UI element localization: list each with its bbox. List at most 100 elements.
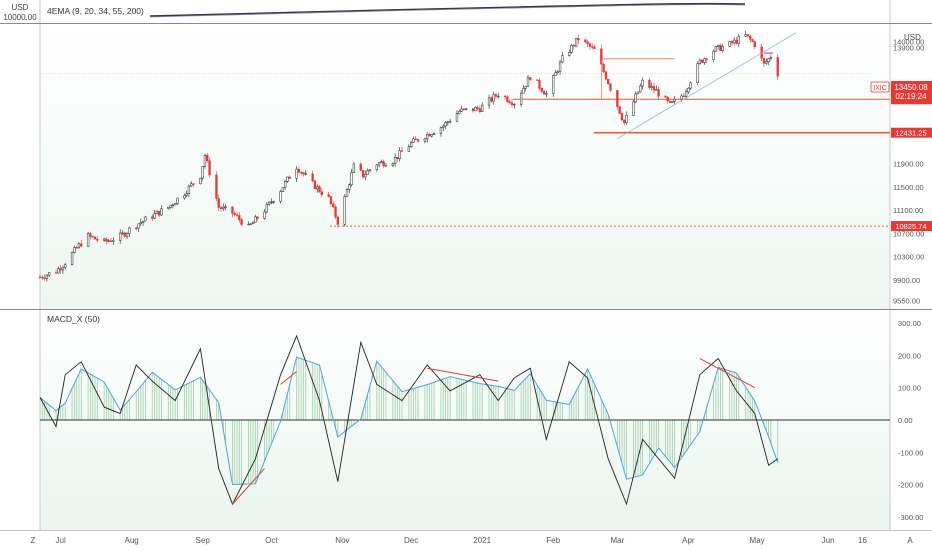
- candle-body: [698, 59, 701, 64]
- candle-body: [652, 85, 656, 91]
- support-trendline: [617, 32, 797, 139]
- macd-tick-4: -100.00: [898, 448, 923, 457]
- macd-line: [39, 334, 778, 506]
- candle-body: [657, 89, 660, 97]
- candle-body: [38, 276, 42, 279]
- candle-body: [487, 97, 491, 106]
- candle-body: [219, 207, 223, 210]
- macd-tick-2: 100.00: [898, 384, 921, 393]
- candle-body: [352, 163, 356, 173]
- candle-body: [439, 127, 443, 134]
- candle-body: [336, 216, 339, 225]
- candle-body: [238, 215, 241, 220]
- time-label-5: Dec: [404, 536, 418, 545]
- price-tick-7: 9900.00: [893, 276, 920, 285]
- candle-body: [625, 115, 628, 124]
- candle-body: [135, 227, 138, 230]
- time-label-3: Oct: [265, 536, 278, 545]
- candle-body: [345, 189, 349, 197]
- candle-body: [64, 264, 67, 268]
- candle-body: [183, 195, 186, 199]
- candle-body: [593, 46, 596, 50]
- candle-body: [717, 44, 720, 47]
- candle-body: [375, 164, 378, 170]
- candle-body: [350, 172, 353, 186]
- candle-body: [492, 94, 495, 102]
- candle-body: [524, 86, 527, 89]
- candle-body: [348, 184, 351, 190]
- time-label-8: Mar: [610, 536, 624, 545]
- candle-body: [206, 155, 209, 162]
- candle-body: [54, 272, 58, 274]
- candle-body: [426, 134, 429, 140]
- candle-body: [86, 233, 90, 247]
- candle-body: [144, 216, 147, 222]
- candle-body: [137, 223, 140, 229]
- candle-body: [263, 211, 266, 219]
- candle-body: [696, 63, 699, 83]
- candle-body: [153, 213, 156, 219]
- level-label-2: 10825.74: [895, 222, 926, 231]
- candle-body: [586, 41, 589, 45]
- candle-body: [123, 232, 126, 237]
- candle-body: [103, 238, 106, 241]
- candle-body: [728, 41, 731, 47]
- candle-body: [297, 168, 301, 173]
- candle-body: [254, 216, 257, 223]
- macd-tick-3: 0.00: [898, 416, 913, 425]
- candle-body: [247, 223, 250, 226]
- candle-body: [719, 44, 722, 51]
- candle-body: [572, 44, 575, 47]
- macd-tick-6: -300.00: [898, 513, 923, 522]
- candle-body: [588, 43, 592, 47]
- ema-line-55: [149, 4, 746, 18]
- candle-body: [650, 85, 653, 88]
- candle-body: [41, 276, 44, 279]
- candle-body: [288, 176, 291, 179]
- level-label-box-1: [891, 127, 932, 138]
- candle-body: [753, 41, 756, 48]
- divergence-line-1: [232, 468, 265, 505]
- candle-body: [700, 59, 704, 63]
- candle-body: [332, 203, 335, 208]
- series-tag: IXIC: [873, 85, 887, 92]
- candle-body: [639, 85, 642, 93]
- time-axis-corner-left[interactable]: Z: [31, 536, 36, 545]
- candle-body: [217, 198, 220, 208]
- candle-body: [609, 83, 612, 91]
- candle-body: [304, 173, 307, 175]
- divergence-line-2: [280, 371, 297, 385]
- candle-body: [730, 41, 734, 44]
- candle-body: [607, 79, 610, 85]
- candle-body: [680, 95, 683, 100]
- candle-body: [343, 196, 346, 225]
- candle-body: [414, 138, 417, 140]
- candle-body: [568, 52, 571, 56]
- candle-body: [458, 111, 461, 114]
- candle-body: [208, 160, 211, 176]
- candle-body: [233, 213, 236, 215]
- candle-body: [316, 186, 319, 190]
- candle-body: [231, 206, 234, 214]
- macd-signal-line: [39, 356, 779, 486]
- candle-body: [428, 134, 431, 137]
- ema-currency-label: USD: [12, 3, 29, 12]
- candle-body: [474, 107, 477, 112]
- candle-body: [471, 108, 475, 112]
- divergence-line-4: [699, 358, 756, 389]
- time-label-6: 2021: [473, 536, 491, 545]
- candle-body: [634, 93, 637, 103]
- candle-body: [668, 100, 672, 103]
- level-label-1: 12431.25: [895, 129, 926, 138]
- candle-body: [302, 172, 305, 175]
- candle-body: [393, 157, 397, 164]
- candle-body: [705, 58, 708, 60]
- time-axis-corner-right[interactable]: A: [907, 536, 913, 545]
- candle-body: [423, 138, 427, 142]
- candle-body: [410, 142, 413, 147]
- candle-body: [671, 101, 674, 103]
- candle-body: [139, 222, 142, 225]
- price-tick-4: 11100.00: [893, 206, 923, 215]
- candle-body: [503, 95, 507, 98]
